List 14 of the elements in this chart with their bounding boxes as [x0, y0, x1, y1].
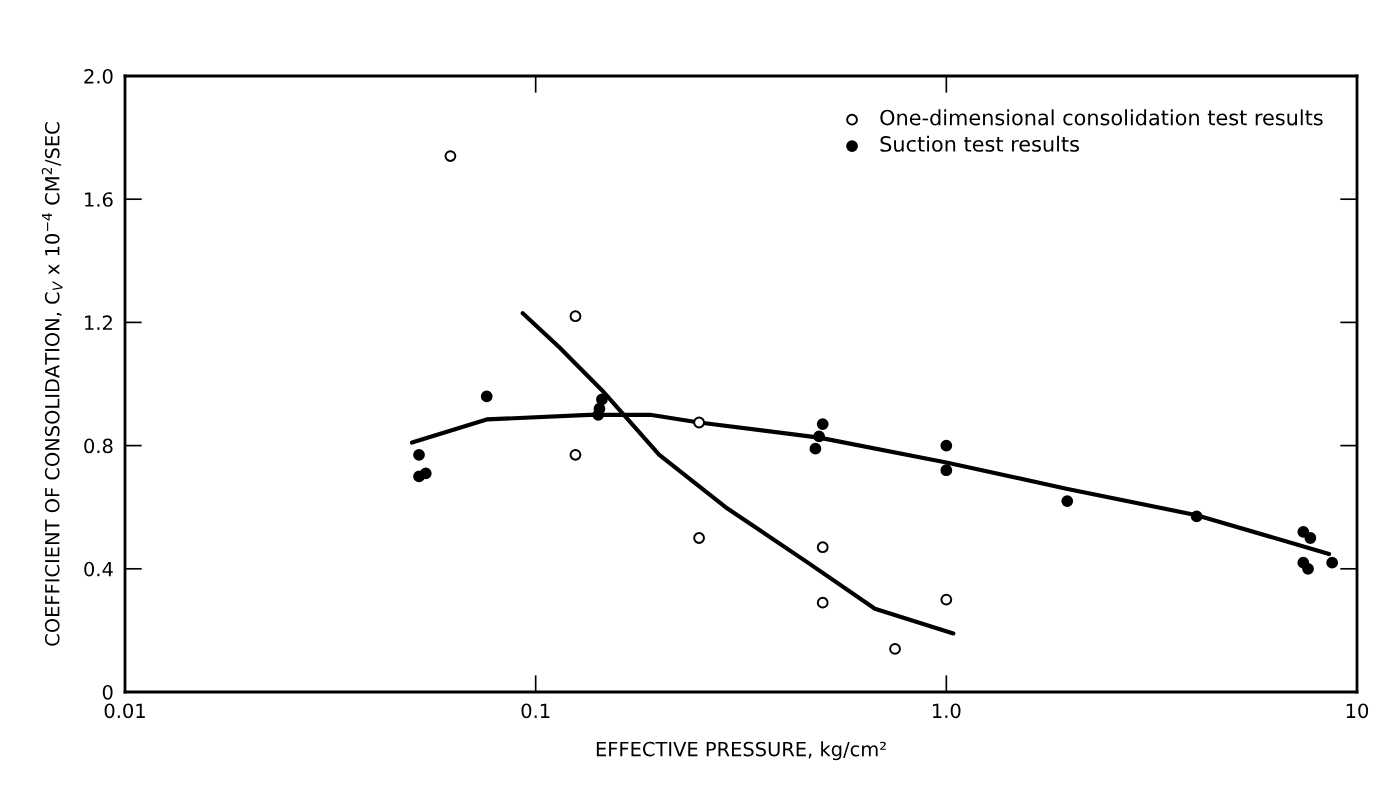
y-tick-label: 2.0: [84, 68, 113, 84]
x-tick-label: 10: [1346, 703, 1369, 719]
x-tick-label: 1.0: [933, 703, 961, 719]
y-tick-label: 0: [102, 684, 113, 700]
y-tick-label: 0.4: [84, 561, 113, 577]
legend-label: One-dimensional consolidation test results: [880, 109, 1323, 126]
x-axis-title: EFFECTIVE PRESSURE, kg/cm²: [596, 741, 886, 761]
y-tick-label: 1.2: [85, 315, 112, 330]
y-tick-label: 1.6: [85, 192, 113, 207]
y-axis-title: COEFFICIENT OF CONSOLIDATION, C$_{V}$ x 10$^{−4}$ CM$^{2}$/SEC: [41, 122, 63, 646]
legend-label: Suction test results: [880, 135, 1079, 152]
x-tick-label: 0.1: [521, 703, 550, 719]
x-tick-label: 0.01: [104, 703, 145, 719]
y-tick-label: 0.8: [84, 438, 113, 454]
